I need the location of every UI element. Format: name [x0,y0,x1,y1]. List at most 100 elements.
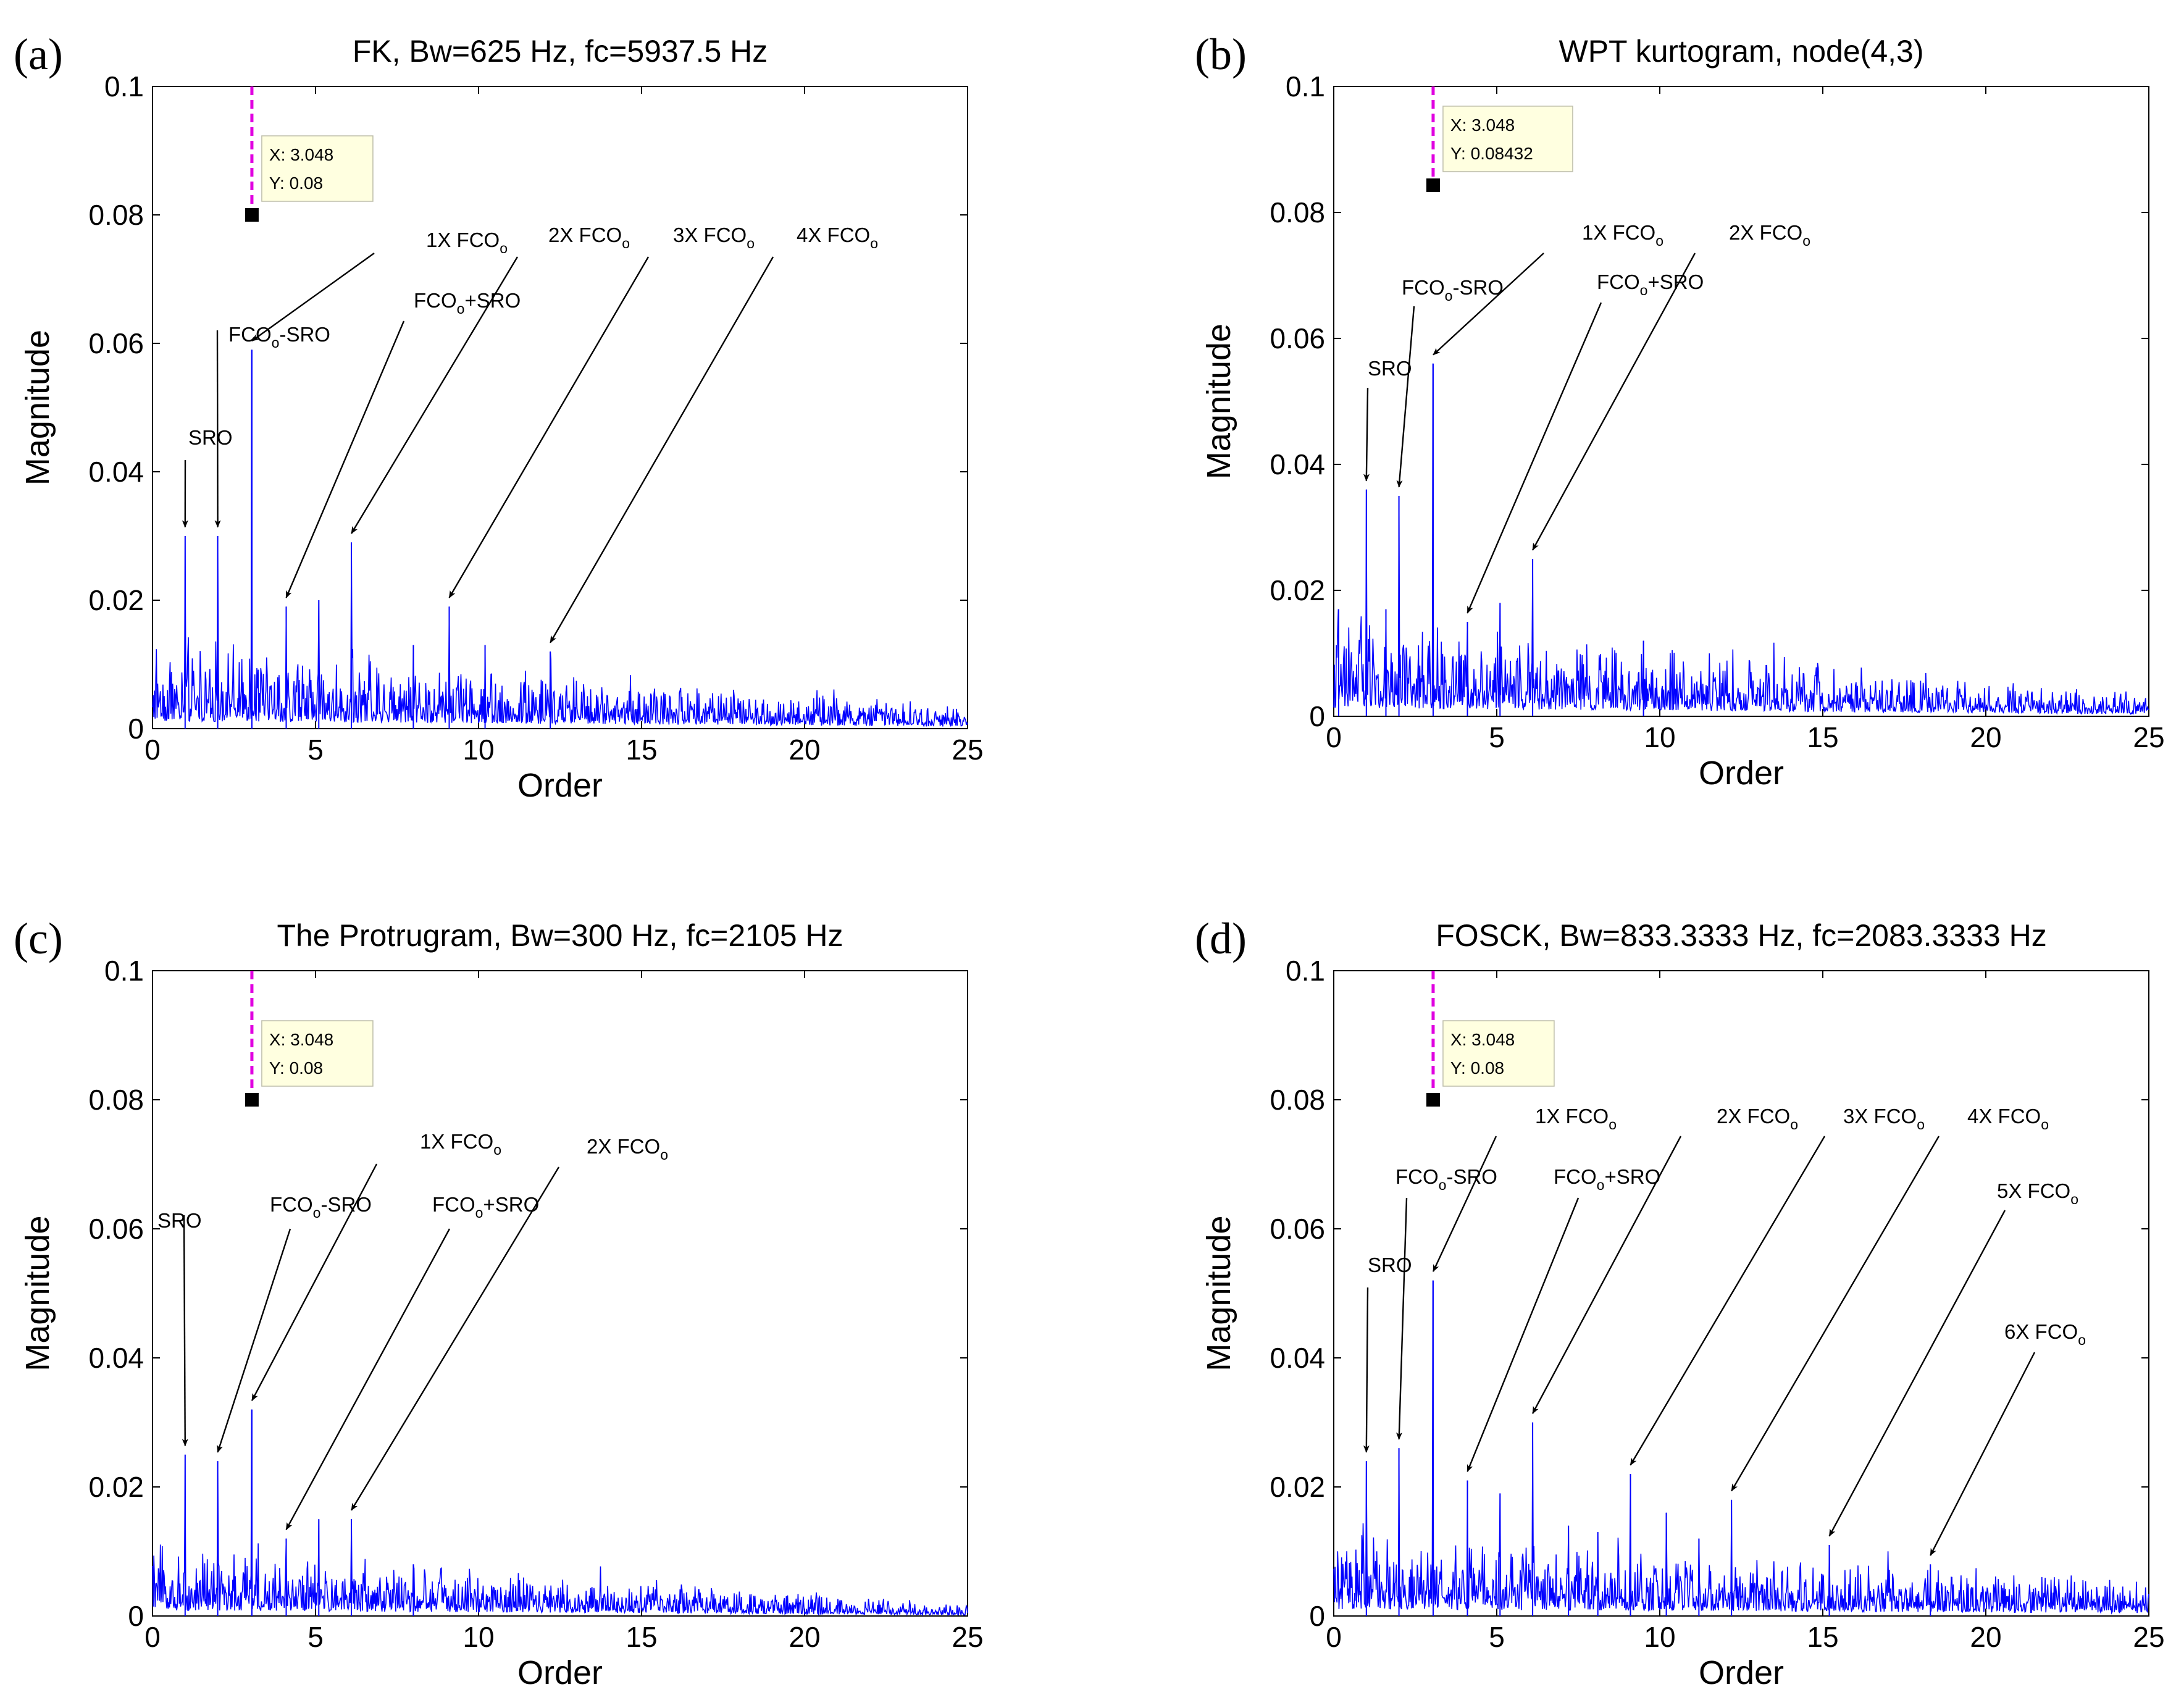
datatip-x-text: X: 3.048 [1450,115,1515,135]
spectrum-line [1333,1280,2149,1615]
x-tick-label: 25 [2133,1621,2164,1653]
panel-label: (d) [1195,914,1247,963]
datatip-marker[interactable] [245,1093,259,1107]
datatip-box [1442,106,1573,172]
y-tick-label: 0.04 [88,1342,144,1374]
y-tick-label: 0.08 [88,199,144,231]
y-tick-label: 0.1 [1286,70,1325,103]
annotation-arrow [1363,1287,1370,1453]
annotation-label: FCOo+SRO [1554,1165,1660,1193]
x-tick-label: 10 [462,734,494,766]
datatip-x-text: X: 3.048 [1450,1030,1515,1049]
annotation-arrow [251,253,375,341]
y-tick-label: 0.08 [1270,196,1325,228]
chart-title: The Protrugram, Bw=300 Hz, fc=2105 Hz [277,918,843,953]
datatip-marker[interactable] [245,208,259,222]
annotation-label: SRO [157,1209,202,1232]
datatip-marker[interactable] [1426,1093,1440,1107]
x-axis-label: Order [1699,755,1784,792]
chart-title: WPT kurtogram, node(4,3) [1559,34,1924,69]
x-tick-label: 15 [626,1621,657,1653]
y-tick-label: 0 [128,1600,144,1632]
x-tick-label: 0 [144,1621,161,1653]
annotation-arrow [1532,253,1696,551]
annotation-arrow [448,256,650,598]
datatip-box [261,1020,374,1087]
annotation-arrow [1433,253,1544,356]
y-axis-label: Magnitude [1200,1215,1237,1371]
x-tick-label: 15 [626,734,657,766]
x-tick-label: 15 [1807,721,1838,753]
y-tick-label: 0.1 [104,70,144,103]
y-tick-label: 0.02 [88,1471,144,1503]
annotation-arrow [1630,1136,1826,1466]
annotation-arrow [285,1228,451,1531]
y-axis-label: Magnitude [1200,324,1237,479]
datatip-box [1442,1020,1555,1087]
axes-box [1333,970,2149,1617]
annotation-label: FCOo-SRO [228,323,330,351]
y-tick-label: 0.08 [88,1084,144,1116]
x-tick-label: 0 [1326,1621,1342,1653]
annotation-label: FCOo+SRO [1597,270,1704,298]
x-tick-label: 0 [1326,721,1342,753]
y-tick-label: 0 [128,713,144,745]
annotation-arrow [1432,1136,1497,1273]
y-tick-label: 0.04 [1270,1342,1325,1374]
y-tick-label: 0.06 [88,327,144,359]
x-tick-label: 25 [952,1621,983,1653]
annotation-label: 1X FCOo [1535,1105,1617,1132]
annotation-arrow [251,1163,378,1402]
annotation-label: FCOo-SRO [1396,1165,1497,1193]
annotation-label: 4X FCOo [797,224,878,251]
annotation-label: 1X FCOo [420,1130,501,1158]
annotation-label: 1X FCOo [1582,221,1663,249]
chart-title: FK, Bw=625 Hz, fc=5937.5 Hz [353,34,768,69]
annotation-arrow [217,1228,291,1453]
x-tick-label: 5 [1489,1621,1505,1653]
annotation-label: 2X FCOo [1717,1105,1798,1132]
x-tick-label: 5 [308,734,324,766]
annotation-label: 3X FCOo [673,224,755,251]
annotation-label: 2X FCOo [587,1135,668,1163]
annotation-label: 5X FCOo [1997,1179,2078,1207]
y-tick-label: 0.02 [88,584,144,616]
panel-label: (a) [14,30,63,79]
x-tick-label: 25 [2133,721,2164,753]
annotation-label: SRO [188,426,233,449]
annotation-arrow [1532,1136,1682,1414]
panel-c: (c) The Protrugram, Bw=300 Hz, fc=2105 Hz… [14,914,984,1691]
y-axis-label: Magnitude [19,330,56,485]
x-axis-label: Order [517,1654,603,1691]
panel-label: (c) [14,914,63,963]
annotation-arrow [1396,306,1415,488]
annotation-arrow [182,1215,188,1447]
annotation-arrow [1731,1136,1940,1492]
y-tick-label: 0.02 [1270,1471,1325,1503]
x-tick-label: 5 [1489,721,1505,753]
x-tick-label: 5 [308,1621,324,1653]
x-tick-label: 20 [789,734,820,766]
annotation-label: 4X FCOo [1967,1105,2049,1132]
x-tick-label: 25 [952,734,983,766]
chart-title: FOSCK, Bw=833.3333 Hz, fc=2083.3333 Hz [1436,918,2046,953]
annotation-arrow [1467,302,1602,614]
datatip-y-text: Y: 0.08 [269,1058,323,1078]
y-tick-label: 0.1 [104,955,144,987]
datatip-marker[interactable] [1426,178,1440,192]
annotation-arrow [1467,1197,1580,1473]
y-axis-label: Magnitude [19,1215,56,1371]
annotation-arrow [1828,1210,2006,1537]
y-tick-label: 0.06 [1270,322,1325,354]
y-tick-label: 0.1 [1286,955,1325,987]
annotation-arrow [351,1166,560,1511]
panel-a: (a) FK, Bw=625 Hz, fc=5937.5 Hz 0 5 10 15 20 25… [14,30,984,804]
datatip-y-text: Y: 0.08 [1450,1058,1504,1078]
panel-d: (d) FOSCK, Bw=833.3333 Hz, fc=2083.3333 H… [1195,914,2165,1691]
axes-box [1333,86,2149,717]
panel-b: (b) WPT kurtogram, node(4,3) 0 5 10 15 20 25 0 0.… [1195,30,2165,792]
y-tick-label: 0 [1309,1600,1325,1632]
datatip-y-text: Y: 0.08 [269,174,323,193]
axes-box [152,970,968,1617]
annotation-label: FCOo-SRO [270,1193,372,1221]
